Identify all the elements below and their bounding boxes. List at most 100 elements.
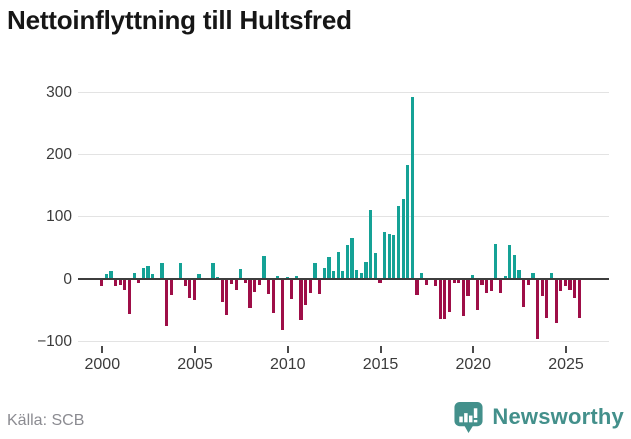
bar [109,270,113,279]
brand-name: Newsworthy [492,404,624,429]
bar [559,279,563,292]
x-axis-tick-label: 2000 [84,356,121,373]
bar [438,279,442,319]
bar [322,267,326,279]
newsworthy-brand: Newsworthy [453,400,624,434]
bar [494,244,498,279]
bar [118,279,122,286]
x-axis-tick-mark [565,346,567,353]
bar [512,255,516,279]
bar [285,276,289,279]
bar [294,275,299,279]
bar [359,273,363,279]
bar [341,270,345,279]
bar [188,279,192,298]
bar [271,279,275,313]
bar [239,269,243,279]
bar [568,279,572,291]
bar [471,274,475,279]
bar [225,279,229,316]
bar [531,273,535,279]
bar [396,206,401,279]
bar [327,257,331,279]
bar [262,255,266,279]
x-axis-tick-label: 2005 [177,356,213,373]
x-axis-tick-mark [472,346,475,353]
bar [526,279,530,286]
zero-axis-line [78,277,609,281]
x-axis-tick-mark [194,346,197,353]
bar [248,279,252,309]
newsworthy-bubble-chart-icon [454,401,483,433]
bar [522,279,526,308]
bar [253,279,257,293]
bar [345,244,350,279]
bar [151,274,155,279]
y-axis-tick-label: −100 [37,332,72,350]
bar [243,279,248,284]
bar [299,279,303,321]
bar [234,279,238,290]
bar [229,279,234,284]
bar [447,279,452,312]
bar [290,279,294,299]
page-title: Nettoinflyttning till Hultsfred [7,5,352,35]
bar [424,279,428,285]
bar [466,279,470,297]
bar [378,279,382,284]
bar [549,272,554,279]
bar [114,279,118,286]
bar [192,279,197,300]
x-axis-tick-mark [379,346,382,353]
bar [165,279,169,327]
bar [420,272,424,279]
bar [382,232,387,279]
bar [577,279,581,319]
bar [410,96,414,279]
bar [554,279,558,324]
bar [308,279,312,294]
gridline [78,216,609,218]
x-axis-tick-label: 2025 [548,356,584,373]
x-axis-tick-mark [286,346,289,353]
gridline [78,340,609,342]
y-axis-tick-label: 300 [46,83,72,101]
bar [355,269,359,279]
bar [216,276,220,279]
bar [545,279,549,319]
bar [183,279,187,287]
bar [508,244,512,279]
bar [350,237,354,279]
bar [280,279,285,331]
bar [160,263,164,279]
bar [276,275,280,279]
bar [452,279,456,284]
bar [104,274,108,279]
bar [503,275,507,279]
bar [304,279,308,306]
gridline [78,153,609,155]
bar [387,233,391,279]
bar [137,279,141,284]
x-axis-tick-label: 2015 [362,356,399,373]
bar [336,252,340,279]
bar [433,279,438,287]
bar [517,270,521,279]
bar [480,279,484,286]
bar [443,279,447,319]
x-axis-tick-mark [101,346,104,353]
bar [369,210,373,279]
bar [178,263,183,279]
bar [573,279,577,299]
bar [211,263,215,279]
bar [498,279,503,294]
y-axis-tick-label: 200 [46,145,72,163]
bar [313,262,317,279]
bar [267,279,271,294]
bar [146,265,150,279]
bar [100,279,104,287]
bar [489,279,493,292]
bar [373,252,377,279]
bar [401,199,405,279]
